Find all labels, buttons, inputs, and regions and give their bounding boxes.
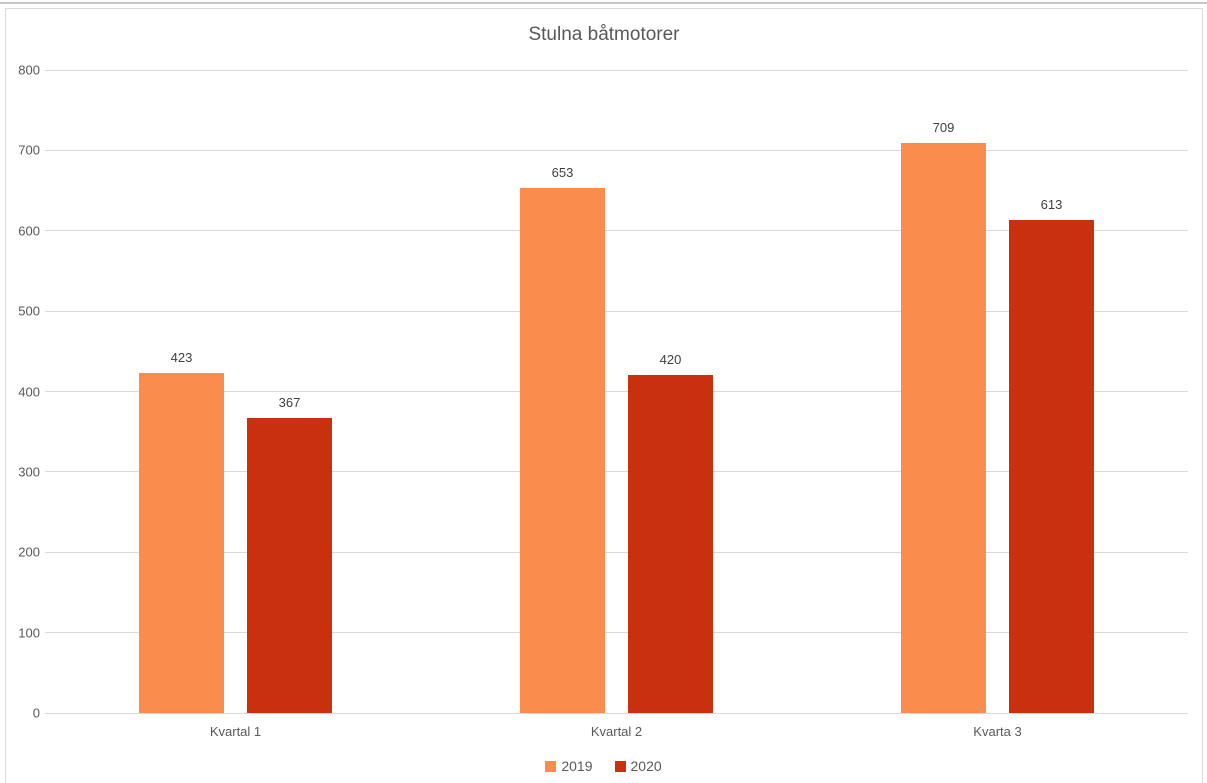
legend-label-2019: 2019 (561, 758, 593, 774)
y-tick-label-400: 400 (18, 384, 40, 399)
gridline-y-800 (45, 69, 1188, 71)
legend-swatch-2019 (545, 760, 557, 772)
bar-2020-kvartal-2[interactable] (628, 375, 713, 713)
bar-value-label: 653 (551, 165, 574, 181)
legend-label-2020: 2020 (630, 758, 662, 774)
bar-value-label: 613 (1040, 197, 1063, 213)
y-tick-label-600: 600 (18, 223, 40, 239)
gridline-y-600 (45, 230, 1188, 232)
y-tick-label-500: 500 (18, 303, 40, 319)
y-axis-tick-labels: 0 100 200 300 400 500 600 700 800 (0, 63, 40, 721)
chart-title: Stulna båtmotorer (528, 24, 680, 45)
gridline-y-100 (45, 632, 1188, 634)
gridline-y-700 (45, 149, 1188, 151)
y-tick-label-100: 100 (18, 625, 40, 641)
bar-2020-kvarta-3[interactable] (1009, 220, 1094, 713)
legend-item-2019[interactable]: 2019 (545, 758, 593, 774)
y-tick-label-800: 800 (18, 62, 40, 78)
gridline-y-300 (45, 471, 1188, 473)
x-category-label-1: Kvartal 1 (209, 724, 262, 739)
bar-2020-kvartal-1[interactable] (247, 418, 332, 713)
bar-value-label: 367 (278, 395, 301, 411)
y-tick-label-700: 700 (18, 142, 40, 158)
gridline-y-200 (45, 551, 1188, 553)
x-category-label-2: Kvartal 2 (590, 724, 643, 739)
window-top-border (0, 2, 1207, 4)
bar-value-label: 420 (659, 352, 682, 368)
bar-2019-kvarta-3[interactable] (901, 143, 986, 713)
plot-area: 423 367 653 420 709 613 (45, 69, 1188, 714)
y-tick-label-0: 0 (32, 705, 40, 721)
bar-2019-kvartal-1[interactable] (139, 373, 224, 713)
bar-value-label: 423 (170, 350, 193, 365)
bar-value-label: 709 (932, 120, 955, 136)
legend-swatch-2020 (614, 760, 626, 772)
chart-legend: 2019 2020 (0, 758, 1207, 774)
x-category-label-3: Kvarta 3 (973, 724, 1022, 739)
gridline-y-0 (45, 712, 1188, 714)
x-axis-category-labels: Kvartal 1 Kvartal 2 Kvarta 3 (45, 724, 1188, 744)
gridline-y-400 (45, 391, 1188, 392)
y-tick-label-300: 300 (18, 464, 40, 480)
legend-item-2020[interactable]: 2020 (614, 758, 662, 774)
gridline-y-500 (45, 310, 1188, 312)
bar-2019-kvartal-2[interactable] (520, 188, 605, 713)
y-tick-label-200: 200 (18, 544, 40, 560)
